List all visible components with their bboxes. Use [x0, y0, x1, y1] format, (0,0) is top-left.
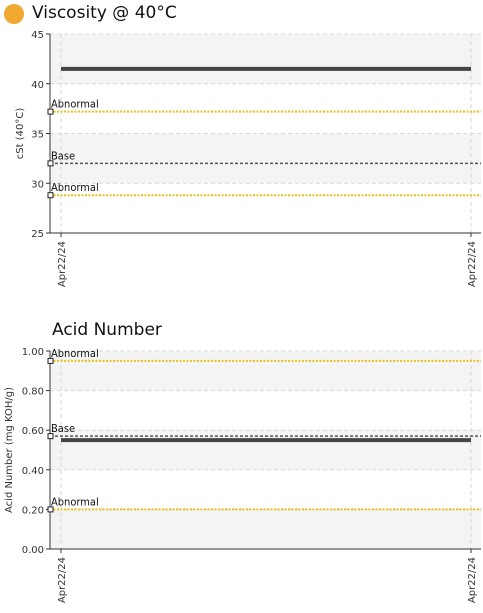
y-tick-label: 0.00 [22, 545, 44, 556]
viscosity-chart-panel: Viscosity @ 40°C 25 30 35 40 45 Abnormal Base A… [0, 0, 483, 300]
reference-label: Abnormal [51, 181, 99, 194]
reference-marker [47, 506, 54, 513]
grid-band [50, 351, 481, 391]
y-tick-label: 0.40 [22, 466, 44, 477]
reference-marker [47, 160, 54, 167]
y-axis-label: cSt (40°C) [15, 108, 26, 160]
y-tick-label: 40 [31, 80, 44, 91]
y-tick-label: 30 [31, 179, 44, 190]
x-tick-label: Apr22/24 [57, 557, 68, 603]
grid-band [50, 509, 481, 549]
y-tick-label: 35 [31, 130, 44, 141]
reference-label: Base [51, 422, 75, 435]
reference-marker [47, 357, 54, 364]
x-tick-label: Apr22/24 [57, 241, 68, 287]
reference-marker [47, 192, 54, 199]
status-dot-icon [4, 4, 24, 24]
acid-number-chart: 0.00 0.20 0.40 0.60 0.80 1.00 Abnormal Base Abno… [4, 347, 481, 603]
reference-label: Abnormal [51, 495, 99, 508]
viscosity-chart: 25 30 35 40 45 Abnormal Base Abnormal Apr22/24 Ap… [15, 30, 481, 287]
reference-marker [47, 108, 54, 115]
y-tick-label: 25 [31, 229, 44, 240]
y-tick-label: 0.60 [22, 426, 44, 437]
acid-number-chart-panel: Acid Number 0.00 0.20 0.40 0.60 0.80 1.00 Abno… [0, 316, 483, 613]
chart-title: Acid Number [52, 320, 162, 340]
y-tick-label: 45 [31, 30, 44, 41]
grid-band [50, 133, 481, 184]
reference-label: Abnormal [51, 347, 99, 360]
x-tick-label: Apr22/24 [467, 557, 478, 603]
y-tick-label: 1.00 [22, 347, 44, 358]
reference-label: Abnormal [51, 98, 99, 111]
x-tick-label: Apr22/24 [467, 241, 478, 287]
y-tick-label: 0.20 [22, 505, 44, 516]
grid-band [50, 34, 481, 84]
y-tick-label: 0.80 [22, 387, 44, 398]
chart-title: Viscosity @ 40°C [32, 3, 177, 23]
reference-label: Base [51, 149, 75, 162]
y-axis-label: Acid Number (mg KOH/g) [4, 387, 15, 513]
reference-marker [47, 433, 54, 440]
